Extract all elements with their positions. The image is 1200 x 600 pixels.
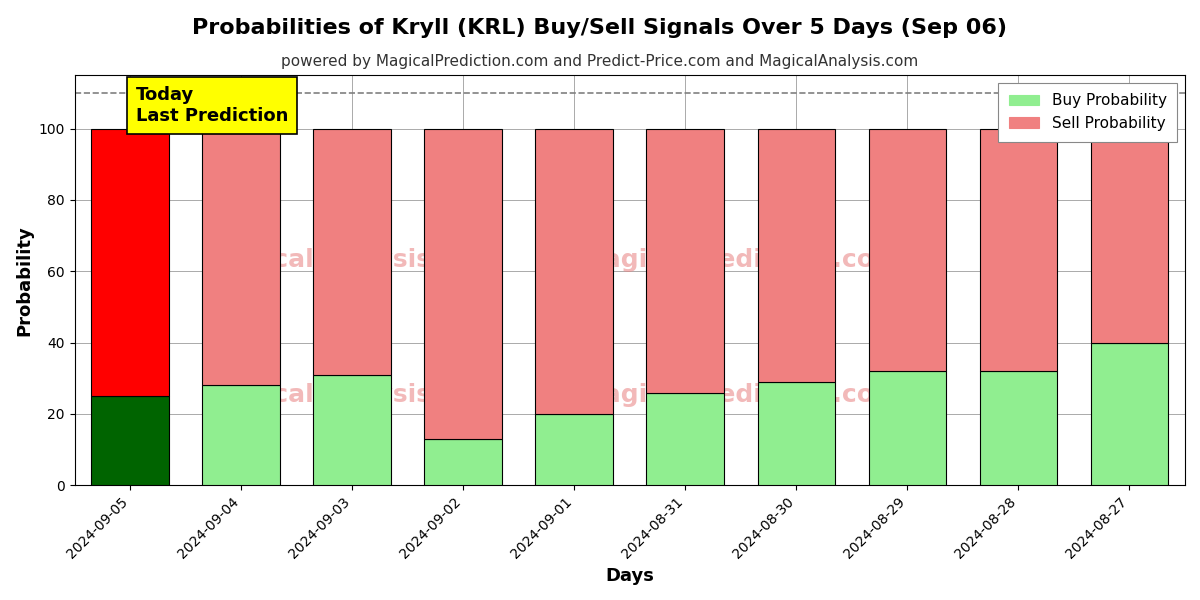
Y-axis label: Probability: Probability bbox=[16, 225, 34, 335]
Bar bbox=[313, 374, 391, 485]
Bar bbox=[757, 382, 835, 485]
Bar bbox=[647, 128, 725, 392]
Bar bbox=[535, 128, 613, 414]
Bar bbox=[203, 385, 280, 485]
Text: Probabilities of Kryll (KRL) Buy/Sell Signals Over 5 Days (Sep 06): Probabilities of Kryll (KRL) Buy/Sell Si… bbox=[192, 18, 1008, 38]
Bar bbox=[757, 128, 835, 382]
Bar bbox=[979, 371, 1057, 485]
Text: MagicalAnalysis.com: MagicalAnalysis.com bbox=[205, 248, 499, 272]
Bar bbox=[869, 371, 947, 485]
Text: Today
Last Prediction: Today Last Prediction bbox=[136, 86, 288, 125]
Bar bbox=[1091, 128, 1169, 343]
Text: MagicalAnalysis.com: MagicalAnalysis.com bbox=[205, 383, 499, 407]
Bar bbox=[1091, 343, 1169, 485]
Bar bbox=[313, 128, 391, 374]
Bar bbox=[91, 128, 169, 396]
Text: MagicalPrediction.com: MagicalPrediction.com bbox=[581, 383, 901, 407]
Bar bbox=[425, 439, 502, 485]
X-axis label: Days: Days bbox=[605, 567, 654, 585]
Bar bbox=[203, 128, 280, 385]
Legend: Buy Probability, Sell Probability: Buy Probability, Sell Probability bbox=[998, 83, 1177, 142]
Text: powered by MagicalPrediction.com and Predict-Price.com and MagicalAnalysis.com: powered by MagicalPrediction.com and Pre… bbox=[281, 54, 919, 69]
Bar bbox=[647, 392, 725, 485]
Bar bbox=[869, 128, 947, 371]
Text: MagicalPrediction.com: MagicalPrediction.com bbox=[581, 248, 901, 272]
Bar bbox=[91, 396, 169, 485]
Bar bbox=[425, 128, 502, 439]
Bar bbox=[979, 128, 1057, 371]
Bar bbox=[535, 414, 613, 485]
